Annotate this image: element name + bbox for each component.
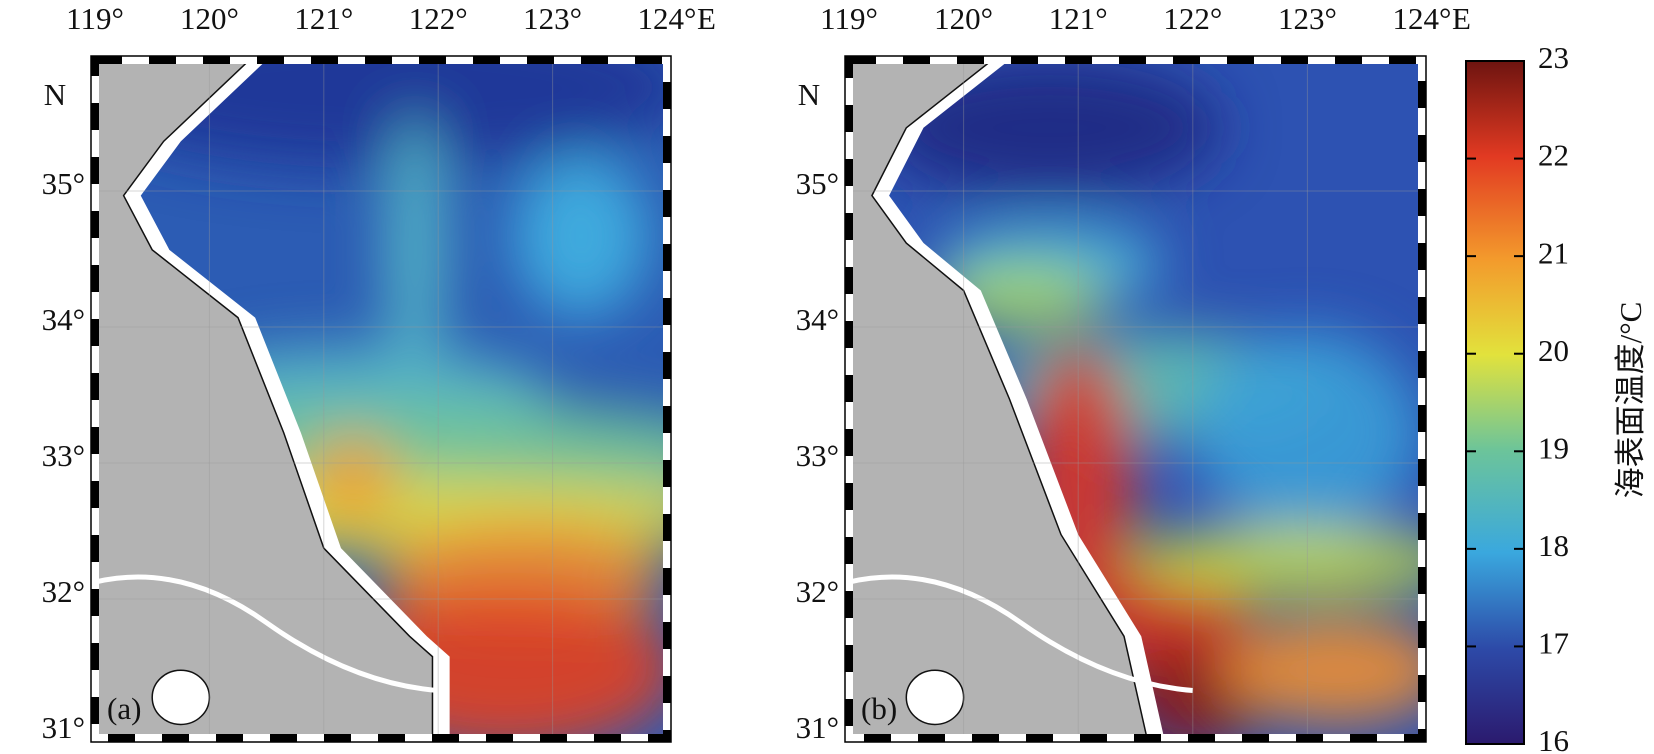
- island: [151, 669, 211, 726]
- colorbar: [1465, 60, 1525, 745]
- island: [905, 669, 965, 726]
- river: [849, 574, 1193, 694]
- frame-dashed: [845, 56, 1426, 742]
- sea-blob: [1124, 527, 1422, 596]
- lat-tick-label: 33°: [796, 438, 839, 473]
- lon-tick-label: 122°: [409, 1, 468, 36]
- map-panel: [95, 60, 667, 738]
- colorbar-tick-label: 18: [1538, 528, 1569, 563]
- lon-tick-label: 124°: [638, 1, 697, 36]
- colorbar-tick-label: 16: [1538, 723, 1569, 754]
- sea-blob: [306, 432, 399, 528]
- sea-blob: [1221, 615, 1422, 725]
- lon-tick-label: 123°: [1278, 1, 1337, 36]
- colorbar-tick-label: 19: [1538, 430, 1569, 465]
- map-panel: [849, 60, 1422, 738]
- colorbar-tick-label: 21: [1538, 235, 1569, 270]
- lat-unit: N: [44, 77, 66, 112]
- land: [95, 60, 434, 738]
- lon-tick-label: 122°: [1163, 1, 1222, 36]
- lat-tick-label: 35°: [42, 166, 85, 201]
- colorbar-tick-label: 17: [1538, 626, 1569, 661]
- frame-outline: [844, 55, 1427, 743]
- panel-label: (a): [107, 691, 141, 726]
- frame-outline: [90, 55, 672, 743]
- lon-tick-label: 120°: [180, 1, 239, 36]
- colorbar-tick-label: 20: [1538, 333, 1569, 368]
- lon-unit: E: [1452, 1, 1471, 36]
- lon-tick-label: 121°: [1049, 1, 1108, 36]
- lat-tick-label: 32°: [796, 574, 839, 609]
- lon-tick-label: 120°: [934, 1, 993, 36]
- lon-unit: E: [697, 1, 716, 36]
- colorbar-label: 海表面温度/°C: [1613, 302, 1648, 499]
- frame-dashed: [91, 56, 671, 742]
- lon-tick-label: 119°: [66, 1, 124, 36]
- sea-blob: [386, 114, 444, 386]
- lon-tick-label: 121°: [294, 1, 353, 36]
- lon-tick-label: 119°: [820, 1, 878, 36]
- panel-label: (b): [861, 691, 897, 726]
- colorbar-tick-label: 22: [1538, 138, 1569, 173]
- lat-tick-label: 31°: [42, 710, 85, 745]
- lat-tick-label: 34°: [796, 302, 839, 337]
- colorbar-tick-label: 23: [1538, 40, 1569, 75]
- lat-tick-label: 33°: [42, 438, 85, 473]
- lat-tick-label: 35°: [796, 166, 839, 201]
- lon-tick-label: 124°: [1393, 1, 1452, 36]
- lat-tick-label: 34°: [42, 302, 85, 337]
- lon-tick-label: 123°: [523, 1, 582, 36]
- lat-tick-label: 32°: [42, 574, 85, 609]
- sea-blobs: [877, 60, 1422, 738]
- sea-blob: [512, 154, 650, 318]
- river: [95, 574, 439, 694]
- lat-tick-label: 31°: [796, 710, 839, 745]
- sea-blob: [1192, 331, 1422, 535]
- land: [849, 60, 1148, 738]
- lat-unit: N: [798, 77, 820, 112]
